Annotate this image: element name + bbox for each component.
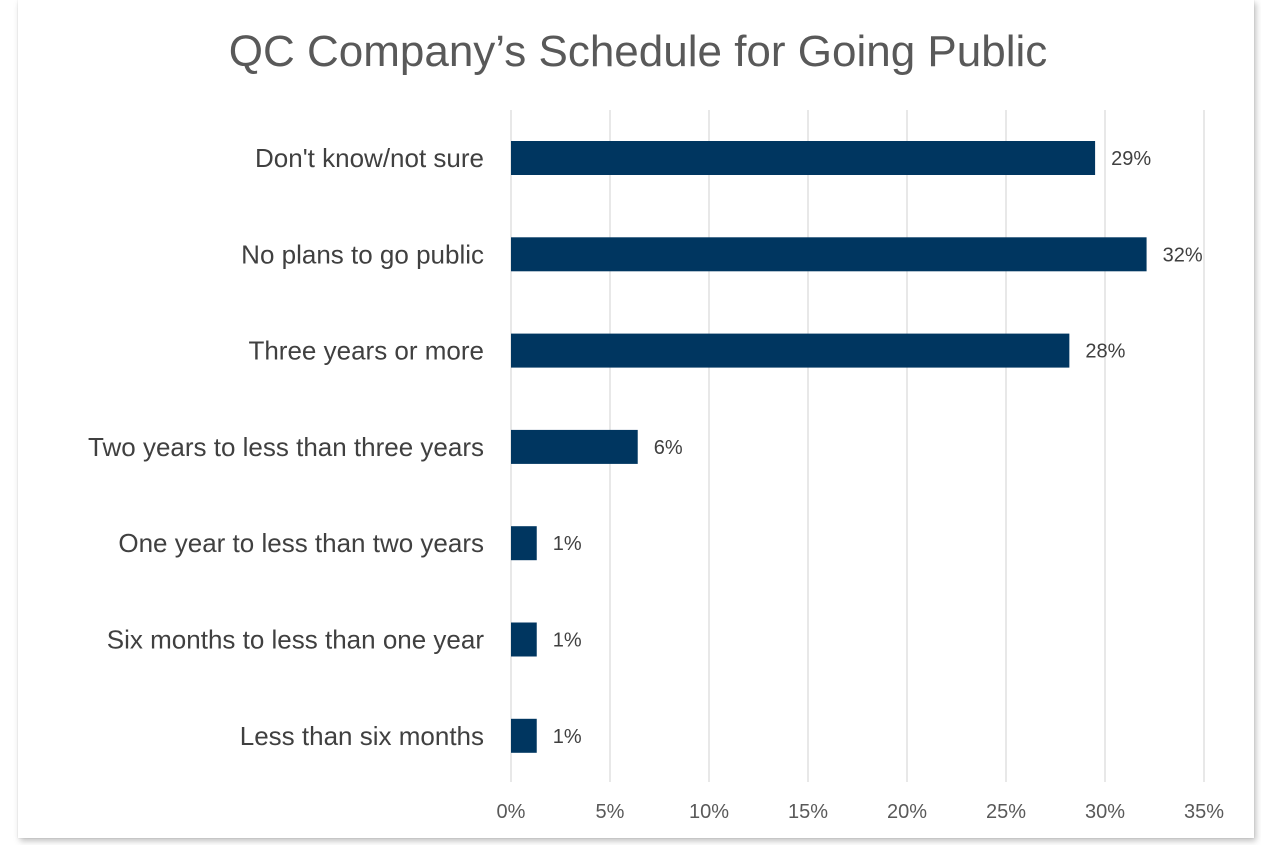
- category-label: Six months to less than one year: [107, 625, 485, 655]
- data-label: 32%: [1163, 244, 1203, 266]
- category-label: Don't know/not sure: [255, 143, 484, 173]
- category-label: No plans to go public: [241, 239, 484, 269]
- data-label: 6%: [654, 437, 683, 459]
- data-label: 1%: [553, 630, 582, 652]
- bar: [511, 526, 537, 561]
- x-tick-label: 0%: [497, 801, 526, 823]
- bar: [511, 718, 537, 753]
- x-tick-label: 25%: [986, 801, 1026, 823]
- bars: [511, 141, 1147, 753]
- data-label: 1%: [553, 533, 582, 555]
- category-label: Two years to less than three years: [88, 432, 484, 462]
- x-tick-label: 15%: [788, 801, 828, 823]
- x-tick-label: 5%: [596, 801, 625, 823]
- data-label: 28%: [1085, 341, 1125, 363]
- data-label: 1%: [553, 726, 582, 748]
- bar: [511, 237, 1147, 272]
- x-tick-label: 35%: [1184, 801, 1224, 823]
- chart-frame: [18, 0, 1254, 838]
- x-tick-label: 30%: [1085, 801, 1125, 823]
- category-label: Three years or more: [248, 336, 484, 366]
- bar: [511, 141, 1096, 175]
- x-tick-label: 10%: [689, 801, 729, 823]
- category-label: Less than six months: [240, 721, 484, 751]
- bar: [511, 622, 537, 657]
- data-labels: 29% 32% 28% 6% 1% 1% 1%: [553, 148, 1203, 748]
- chart-title: QC Company’s Schedule for Going Public: [229, 27, 1048, 76]
- x-axis-tick-labels: 0% 5% 10% 15% 20% 25% 30% 35%: [497, 801, 1225, 823]
- category-label: One year to less than two years: [118, 528, 484, 558]
- x-tick-label: 20%: [887, 801, 927, 823]
- bar: [511, 333, 1070, 368]
- category-labels: Don't know/not sure No plans to go public…: [88, 143, 484, 751]
- data-label: 29%: [1111, 148, 1151, 170]
- bar: [511, 429, 638, 464]
